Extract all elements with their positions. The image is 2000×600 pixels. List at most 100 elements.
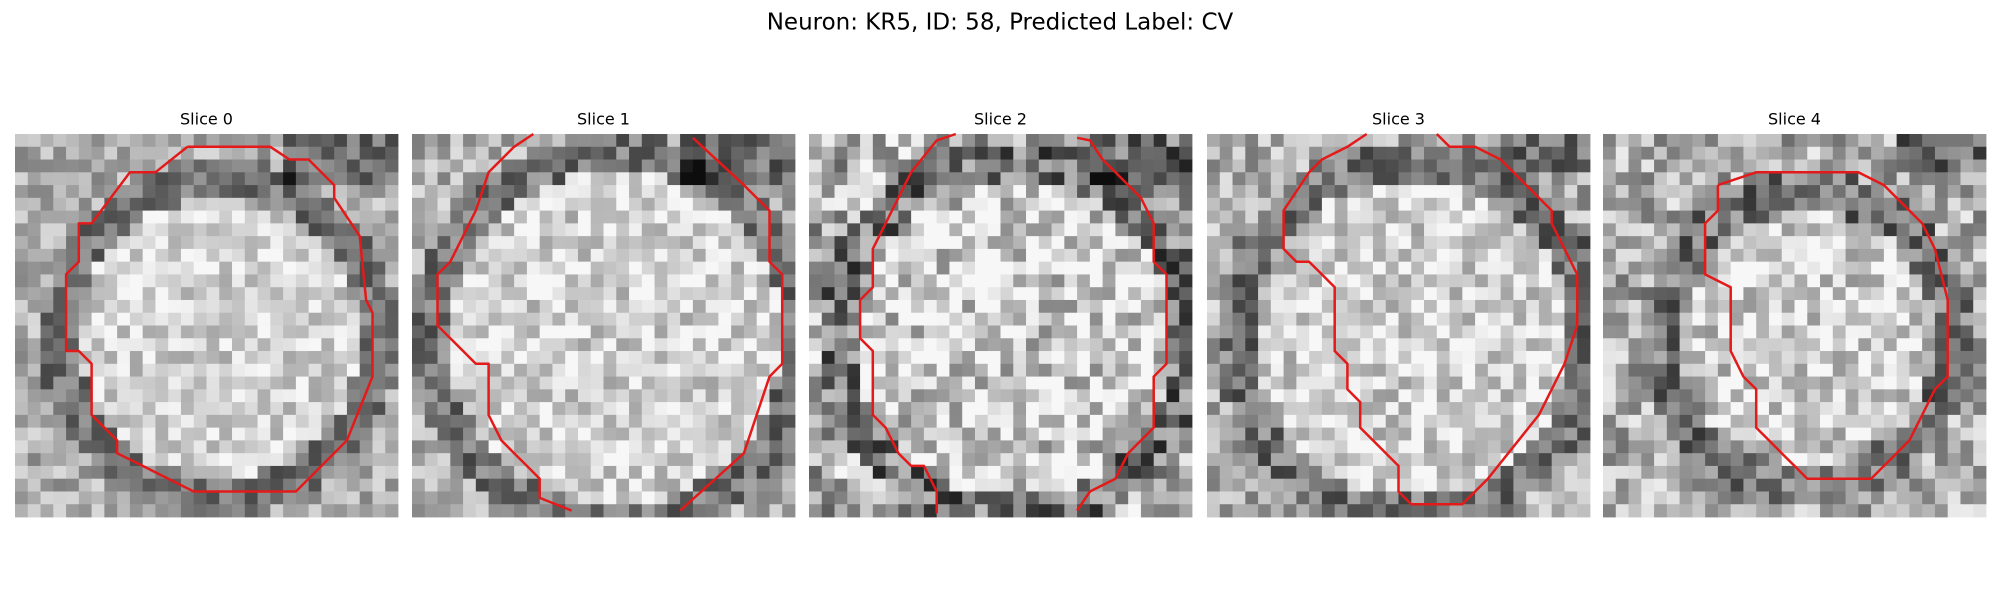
pixel: [1334, 223, 1348, 237]
pixel: [834, 146, 848, 160]
pixel: [1013, 261, 1027, 275]
pixel: [385, 274, 399, 288]
pixel: [552, 248, 566, 263]
pixel: [104, 223, 118, 237]
pixel: [1179, 197, 1193, 211]
pixel: [1832, 504, 1846, 518]
pixel: [565, 261, 579, 275]
pixel: [1922, 478, 1936, 492]
pixel: [629, 402, 643, 416]
pixel: [155, 248, 169, 263]
pixel: [1334, 465, 1348, 480]
pixel: [40, 146, 54, 160]
pixel: [641, 453, 655, 467]
pixel: [372, 312, 386, 326]
pixel: [1064, 274, 1078, 288]
pixel: [923, 491, 938, 505]
pixel: [206, 299, 220, 314]
pixel: [565, 146, 579, 160]
pixel: [1411, 261, 1425, 275]
pixel: [1858, 159, 1872, 173]
pixel: [718, 414, 732, 429]
pixel: [372, 172, 386, 186]
pixel: [219, 504, 233, 518]
pixel: [206, 274, 220, 288]
pixel: [1424, 389, 1438, 403]
pixel: [1245, 299, 1259, 314]
pixel: [809, 236, 823, 250]
pixel: [1909, 287, 1923, 301]
pixel: [27, 427, 41, 441]
pixel: [1692, 185, 1706, 199]
pixel: [372, 274, 386, 288]
pixel: [1051, 287, 1065, 301]
pixel: [1896, 299, 1910, 314]
pixel: [692, 402, 707, 416]
pixel: [1089, 427, 1104, 441]
pixel: [565, 325, 579, 339]
pixel: [898, 440, 912, 454]
pixel: [1603, 338, 1617, 352]
pixel: [1922, 172, 1936, 186]
pixel: [1321, 325, 1336, 339]
pixel: [834, 261, 848, 275]
pixel: [463, 261, 477, 275]
pixel: [1026, 312, 1040, 326]
pixel: [860, 274, 874, 288]
pixel: [756, 453, 770, 467]
pixel: [667, 287, 681, 301]
pixel: [1026, 236, 1040, 250]
pixel: [577, 261, 592, 275]
pixel: [1089, 414, 1104, 429]
pixel: [577, 172, 592, 186]
pixel: [78, 504, 92, 518]
pixel: [1883, 376, 1898, 390]
pixel: [244, 453, 258, 467]
pixel: [987, 299, 1001, 314]
pixel: [539, 465, 553, 480]
pixel: [1436, 427, 1450, 441]
pixel: [1538, 491, 1553, 505]
pixel: [244, 491, 258, 505]
pixel: [346, 274, 361, 288]
pixel: [885, 146, 899, 160]
pixel: [40, 325, 54, 339]
pixel: [1245, 287, 1259, 301]
pixel: [1372, 312, 1387, 326]
pixel: [232, 478, 246, 492]
pixel: [641, 210, 655, 224]
pixel: [270, 223, 284, 237]
pixel: [616, 414, 630, 429]
pixel: [1934, 351, 1949, 365]
pixel: [1666, 491, 1680, 505]
pixel: [641, 248, 655, 263]
pixel: [1462, 453, 1476, 467]
pixel: [15, 248, 29, 263]
pixel: [974, 440, 989, 454]
pixel: [295, 248, 310, 263]
pixel: [654, 351, 668, 365]
pixel: [1140, 325, 1155, 339]
pixel: [334, 427, 348, 441]
pixel: [1115, 389, 1129, 403]
pixel: [1166, 351, 1180, 365]
pixel: [1500, 134, 1514, 148]
pixel: [860, 248, 874, 263]
pixel: [1258, 223, 1272, 237]
pixel: [1385, 376, 1399, 390]
pixel: [1309, 299, 1323, 314]
pixel: [616, 299, 630, 314]
pixel: [1179, 134, 1193, 148]
pixel: [1411, 338, 1425, 352]
pixel: [1334, 504, 1348, 518]
pixel: [1794, 159, 1808, 173]
pixel: [232, 134, 246, 148]
pixel: [270, 274, 284, 288]
pixel: [1679, 312, 1693, 326]
pixel: [1679, 376, 1693, 390]
pixel: [1153, 197, 1167, 211]
pixel: [667, 197, 681, 211]
pixel: [1258, 414, 1272, 429]
pixel: [1026, 261, 1040, 275]
pixel: [117, 312, 131, 326]
